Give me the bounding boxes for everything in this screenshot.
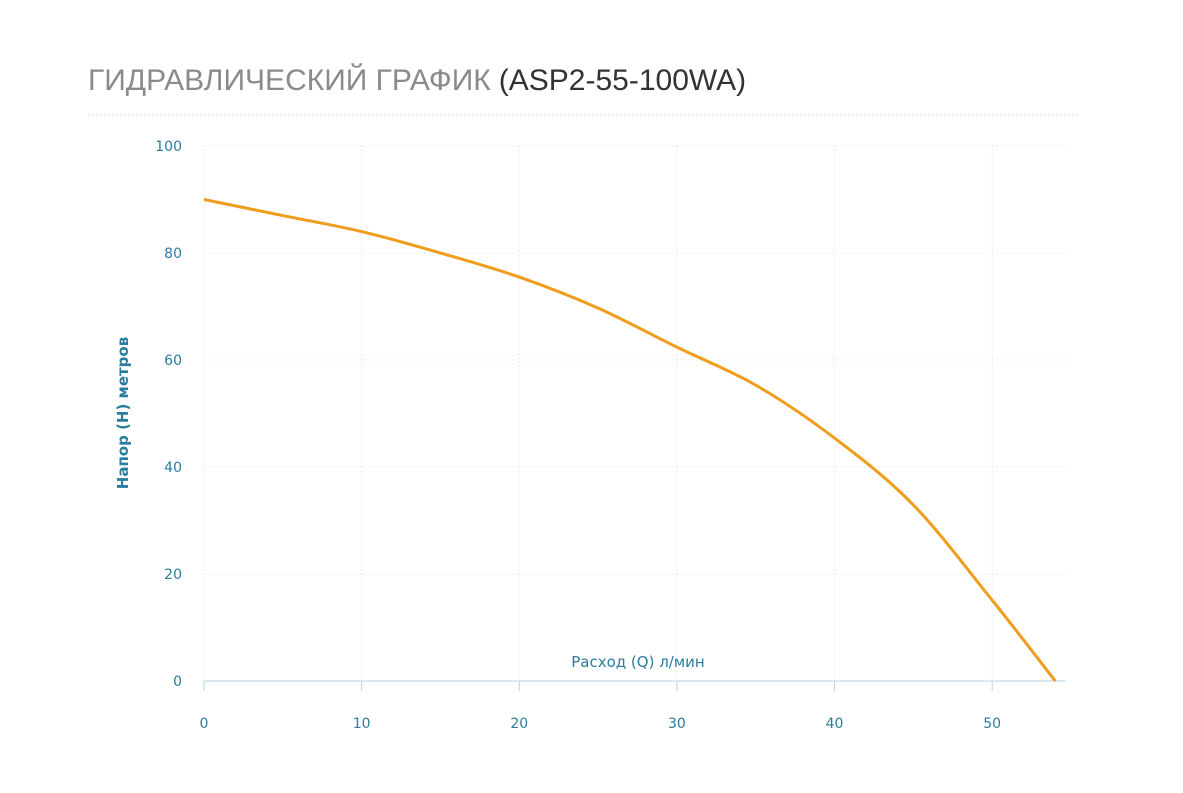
x-tick-label: 40 (826, 716, 844, 732)
x-tick-label: 10 (353, 716, 371, 732)
x-axis-label: Расход (Q) л/мин (571, 653, 704, 671)
title-model: (ASP2-55-100WA) (499, 64, 746, 97)
y-tick-label: 20 (164, 567, 182, 583)
chart-title: ГИДРАВЛИЧЕСКИЙ ГРАФИК (ASP2-55-100WA) (88, 63, 746, 97)
y-tick-label: 40 (164, 460, 182, 476)
x-tick-label: 50 (983, 716, 1001, 732)
curve (203, 198, 1057, 682)
y-tick-label: 60 (164, 353, 182, 369)
y-tick-label: 0 (173, 674, 182, 690)
title-main: ГИДРАВЛИЧЕСКИЙ ГРАФИК (88, 63, 491, 97)
y-tick-label: 80 (164, 246, 182, 262)
x-tick-label: 30 (668, 716, 686, 732)
x-tick-label: 20 (510, 716, 528, 732)
y-axis-label: Напор (H) метров (114, 337, 132, 489)
y-tick-label: 100 (155, 139, 182, 155)
x-tick-label: 0 (200, 716, 209, 732)
